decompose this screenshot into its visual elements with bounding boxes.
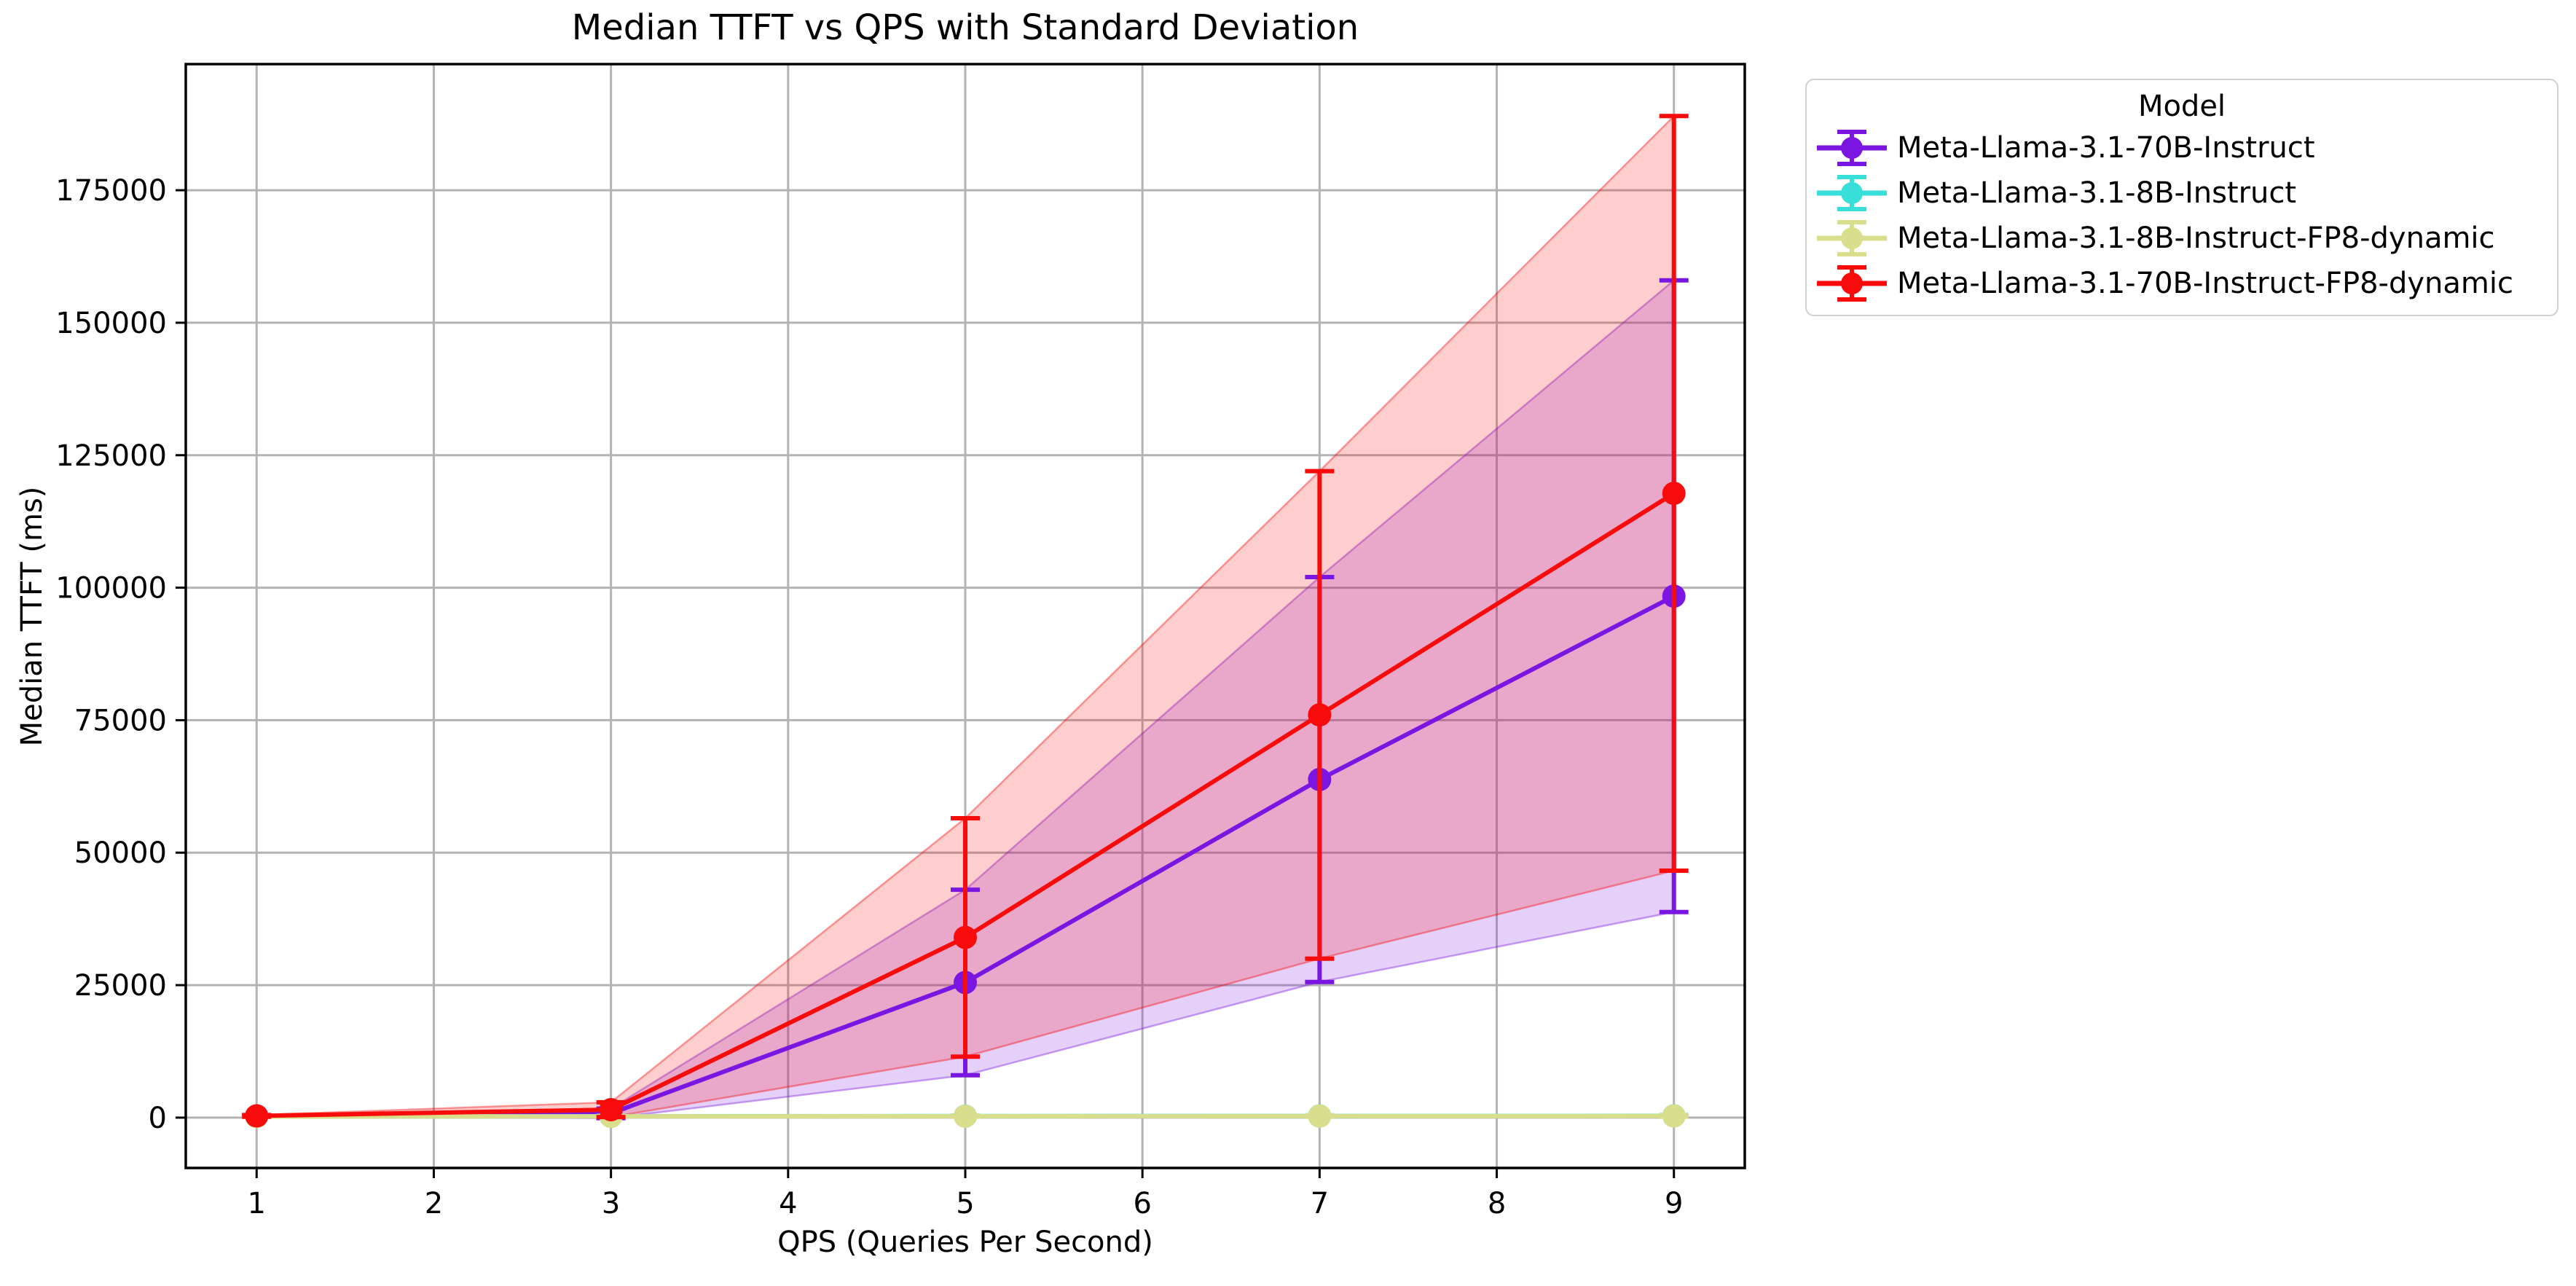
data-point (1662, 482, 1686, 506)
legend-title: Model (2137, 90, 2226, 123)
x-tick-label: 8 (1488, 1187, 1506, 1220)
y-tick-label: 25000 (74, 969, 167, 1003)
data-point (599, 1097, 623, 1121)
legend-item-label: Meta-Llama-3.1-70B-Instruct (1897, 131, 2315, 165)
y-tick-label: 75000 (74, 704, 167, 737)
chart-title: Median TTFT vs QPS with Standard Deviati… (571, 7, 1359, 48)
data-point (954, 1104, 977, 1128)
x-axis-label: QPS (Queries Per Second) (777, 1226, 1153, 1259)
y-tick-label: 50000 (74, 836, 167, 870)
x-tick-label: 3 (602, 1187, 620, 1220)
y-axis-label: Median TTFT (ms) (15, 486, 49, 747)
legend: Model Meta-Llama-3.1-70B-Instruct Meta-Ll… (1805, 79, 2559, 316)
x-tick-label: 2 (425, 1187, 443, 1220)
legend-key-errorbar-icon (1817, 130, 1887, 166)
x-tick-label: 1 (248, 1187, 266, 1220)
legend-item-label: Meta-Llama-3.1-8B-Instruct-FP8-dynamic (1897, 221, 2495, 255)
y-tick-label: 175000 (55, 174, 167, 208)
data-point (1662, 1104, 1686, 1128)
x-tick-label: 7 (1311, 1187, 1329, 1220)
data-point (954, 925, 977, 949)
y-tick-label: 125000 (55, 439, 167, 473)
x-tick-label: 9 (1665, 1187, 1683, 1220)
legend-item: Meta-Llama-3.1-8B-Instruct-FP8-dynamic (1807, 216, 2557, 261)
legend-item-label: Meta-Llama-3.1-8B-Instruct (1897, 176, 2297, 210)
legend-key-errorbar-icon (1817, 175, 1887, 211)
legend-item: Meta-Llama-3.1-8B-Instruct (1807, 170, 2557, 216)
x-tick-label: 4 (779, 1187, 797, 1220)
legend-item: Meta-Llama-3.1-70B-Instruct-FP8-dynamic (1807, 261, 2557, 306)
data-point (1308, 703, 1332, 727)
y-tick-label: 0 (149, 1102, 167, 1135)
legend-items: Meta-Llama-3.1-70B-Instruct Meta-Llama-3.… (1807, 125, 2557, 306)
data-point (1308, 1104, 1332, 1128)
data-point (245, 1104, 269, 1128)
x-tick-label: 6 (1133, 1187, 1151, 1220)
x-tick-label: 5 (956, 1187, 974, 1220)
legend-item: Meta-Llama-3.1-70B-Instruct (1807, 125, 2557, 170)
legend-item-label: Meta-Llama-3.1-70B-Instruct-FP8-dynamic (1897, 267, 2513, 300)
y-tick-label: 100000 (55, 572, 167, 605)
legend-key-errorbar-icon (1817, 220, 1887, 256)
y-tick-label: 150000 (55, 307, 167, 340)
legend-key-errorbar-icon (1817, 265, 1887, 302)
